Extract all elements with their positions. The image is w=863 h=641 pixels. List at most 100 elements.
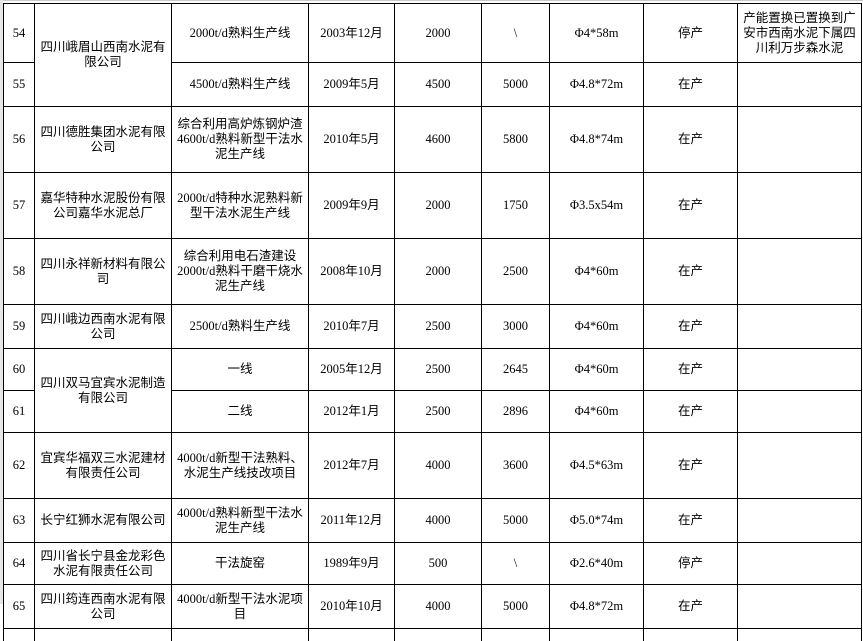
cell-status[interactable]: 停产 xyxy=(644,543,738,585)
cell-index[interactable]: 63 xyxy=(4,499,35,543)
cell-empty[interactable] xyxy=(35,629,172,641)
cell-cement-capacity[interactable]: 5000 xyxy=(482,499,550,543)
cell-index[interactable]: 55 xyxy=(4,63,35,107)
cell-kiln-spec[interactable]: Φ4.8*74m xyxy=(550,107,644,173)
cell-company[interactable]: 四川峨边西南水泥有限公司 xyxy=(35,305,172,349)
cell-commission-date[interactable]: 2009年5月 xyxy=(309,63,395,107)
cell-kiln-spec[interactable]: Φ3.5x54m xyxy=(550,173,644,239)
cell-cement-capacity[interactable]: \ xyxy=(482,543,550,585)
cell-commission-date[interactable]: 2010年5月 xyxy=(309,107,395,173)
cell-index[interactable]: 58 xyxy=(4,239,35,305)
cell-project[interactable]: 干法旋窑 xyxy=(172,543,309,585)
cell-status[interactable]: 在产 xyxy=(644,391,738,433)
cell-commission-date[interactable]: 2009年9月 xyxy=(309,173,395,239)
cell-index[interactable]: 64 xyxy=(4,543,35,585)
cell-cement-capacity[interactable]: 3600 xyxy=(482,433,550,499)
cell-empty[interactable] xyxy=(395,629,482,641)
cell-kiln-spec[interactable]: Φ4.5*63m xyxy=(550,433,644,499)
cell-index[interactable]: 57 xyxy=(4,173,35,239)
cell-status[interactable]: 在产 xyxy=(644,433,738,499)
cell-project[interactable]: 4000t/d新型干法水泥项目 xyxy=(172,585,309,629)
cell-project[interactable]: 2500t/d熟料生产线 xyxy=(172,305,309,349)
cell-empty[interactable] xyxy=(550,629,644,641)
cell-empty[interactable] xyxy=(4,629,35,641)
cell-status[interactable]: 在产 xyxy=(644,173,738,239)
cell-company[interactable]: 四川峨眉山西南水泥有限公司 xyxy=(35,4,172,107)
cell-commission-date[interactable]: 2005年12月 xyxy=(309,349,395,391)
cell-clinker-capacity[interactable]: 4000 xyxy=(395,499,482,543)
cell-remark[interactable] xyxy=(738,391,862,433)
cell-empty[interactable] xyxy=(309,629,395,641)
cell-empty[interactable] xyxy=(644,629,738,641)
cell-kiln-spec[interactable]: Φ4.8*72m xyxy=(550,585,644,629)
cell-commission-date[interactable]: 2012年7月 xyxy=(309,433,395,499)
cell-kiln-spec[interactable]: Φ4*60m xyxy=(550,305,644,349)
cell-commission-date[interactable]: 2010年7月 xyxy=(309,305,395,349)
cell-company[interactable]: 四川德胜集团水泥有限公司 xyxy=(35,107,172,173)
cell-cement-capacity[interactable]: 2645 xyxy=(482,349,550,391)
cell-clinker-capacity[interactable]: 2500 xyxy=(395,305,482,349)
cell-clinker-capacity[interactable]: 2500 xyxy=(395,349,482,391)
cell-commission-date[interactable]: 1989年9月 xyxy=(309,543,395,585)
cell-company[interactable]: 长宁红狮水泥有限公司 xyxy=(35,499,172,543)
cell-kiln-spec[interactable]: Φ5.0*74m xyxy=(550,499,644,543)
cell-remark[interactable] xyxy=(738,239,862,305)
cell-clinker-capacity[interactable]: 2500 xyxy=(395,391,482,433)
cell-empty[interactable] xyxy=(482,629,550,641)
cell-cement-capacity[interactable]: 3000 xyxy=(482,305,550,349)
cell-company[interactable]: 四川筠连西南水泥有限公司 xyxy=(35,585,172,629)
cell-clinker-capacity[interactable]: 2000 xyxy=(395,173,482,239)
cell-kiln-spec[interactable]: Φ4.8*72m xyxy=(550,63,644,107)
cell-project[interactable]: 2000t/d特种水泥熟料新型干法水泥生产线 xyxy=(172,173,309,239)
cell-cement-capacity[interactable]: 2896 xyxy=(482,391,550,433)
cell-empty[interactable] xyxy=(738,629,862,641)
cell-remark[interactable] xyxy=(738,433,862,499)
cell-commission-date[interactable]: 2003年12月 xyxy=(309,4,395,63)
cell-project[interactable]: 2000t/d熟料生产线 xyxy=(172,4,309,63)
cell-remark[interactable] xyxy=(738,349,862,391)
cell-status[interactable]: 在产 xyxy=(644,107,738,173)
cell-cement-capacity[interactable]: \ xyxy=(482,4,550,63)
cell-commission-date[interactable]: 2010年10月 xyxy=(309,585,395,629)
cell-status[interactable]: 在产 xyxy=(644,585,738,629)
cell-project[interactable]: 二线 xyxy=(172,391,309,433)
cell-cement-capacity[interactable]: 1750 xyxy=(482,173,550,239)
cell-project[interactable]: 一线 xyxy=(172,349,309,391)
cell-project[interactable]: 4500t/d熟料生产线 xyxy=(172,63,309,107)
cell-company[interactable]: 宜宾华福双三水泥建材有限责任公司 xyxy=(35,433,172,499)
cell-status[interactable]: 在产 xyxy=(644,349,738,391)
cell-remark[interactable]: 产能置换已置换到广安市西南水泥下属四川利万步森水泥 xyxy=(738,4,862,63)
cell-index[interactable]: 65 xyxy=(4,585,35,629)
cell-project[interactable]: 4000t/d新型干法熟料、水泥生产线技改项目 xyxy=(172,433,309,499)
cell-index[interactable]: 61 xyxy=(4,391,35,433)
cell-clinker-capacity[interactable]: 500 xyxy=(395,543,482,585)
cell-company[interactable]: 四川省长宁县金龙彩色水泥有限责任公司 xyxy=(35,543,172,585)
table-row-partial[interactable] xyxy=(4,629,862,641)
cell-company[interactable]: 四川双马宜宾水泥制造有限公司 xyxy=(35,349,172,433)
cell-cement-capacity[interactable]: 5000 xyxy=(482,63,550,107)
cell-cement-capacity[interactable]: 5800 xyxy=(482,107,550,173)
cell-remark[interactable] xyxy=(738,107,862,173)
cell-index[interactable]: 54 xyxy=(4,4,35,63)
cell-remark[interactable] xyxy=(738,305,862,349)
cell-project[interactable]: 综合利用电石渣建设2000t/d熟料干磨干烧水泥生产线 xyxy=(172,239,309,305)
cell-remark[interactable] xyxy=(738,585,862,629)
cell-kiln-spec[interactable]: Φ4*60m xyxy=(550,239,644,305)
cell-empty[interactable] xyxy=(172,629,309,641)
cell-status[interactable]: 在产 xyxy=(644,63,738,107)
cell-project[interactable]: 综合利用高炉炼钢炉渣4600t/d熟料新型干法水泥生产线 xyxy=(172,107,309,173)
cell-cement-capacity[interactable]: 5000 xyxy=(482,585,550,629)
cell-kiln-spec[interactable]: Φ4*60m xyxy=(550,349,644,391)
cell-status[interactable]: 在产 xyxy=(644,305,738,349)
cell-clinker-capacity[interactable]: 2000 xyxy=(395,239,482,305)
cell-kiln-spec[interactable]: Φ4*58m xyxy=(550,4,644,63)
cell-clinker-capacity[interactable]: 4000 xyxy=(395,433,482,499)
cell-status[interactable]: 在产 xyxy=(644,499,738,543)
